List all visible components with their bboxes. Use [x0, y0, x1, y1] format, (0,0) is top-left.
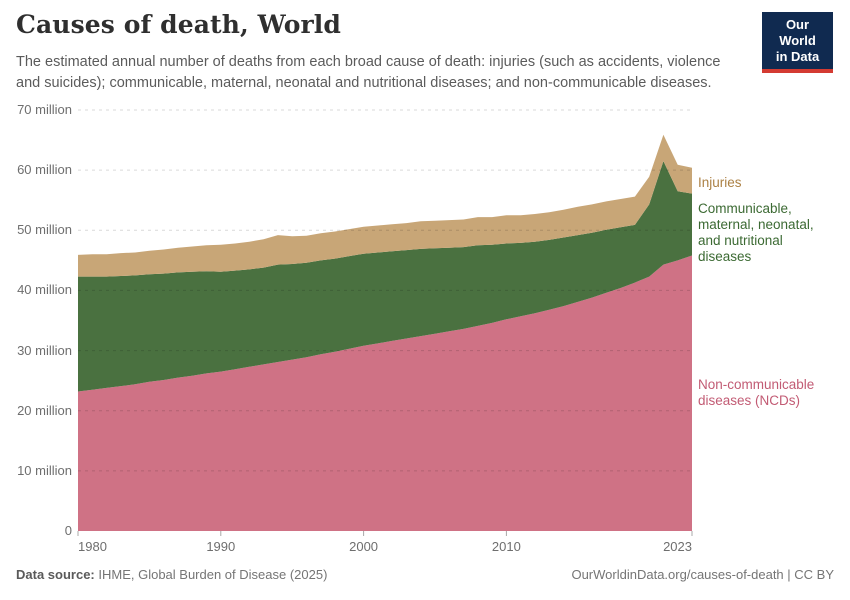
y-tick-label-50: 50 million — [17, 222, 72, 238]
data-source-prefix: Data source: — [16, 567, 95, 582]
area-ncd[interactable] — [78, 255, 692, 532]
x-tick-label-2023: 2023 — [663, 539, 692, 554]
series-label-ncd: Non-communicable diseases (NCDs) — [698, 377, 815, 408]
y-tick-label-40: 40 million — [17, 282, 72, 298]
owid-logo[interactable]: Our World in Data — [762, 12, 833, 73]
x-tick-label-1990: 1990 — [206, 539, 236, 554]
data-source-text: IHME, Global Burden of Disease (2025) — [94, 567, 328, 582]
area-cmnn[interactable] — [78, 161, 692, 392]
footer-link[interactable]: OurWorldinData.org/causes-of-death | CC … — [571, 567, 834, 582]
chart-footer: Data source: IHME, Global Burden of Dise… — [16, 567, 834, 582]
x-tick-label-1980: 1980 — [78, 539, 107, 554]
y-tick-label-10: 10 million — [17, 462, 72, 478]
y-tick-label-60: 60 million — [17, 162, 72, 178]
logo-line-2: in Data — [775, 48, 820, 64]
y-tick-label-70: 70 million — [17, 102, 72, 117]
x-tick-label-2000: 2000 — [349, 539, 379, 554]
series-label-cmnn: Communicable, maternal, neonatal, and nu… — [698, 201, 814, 264]
page-title: Causes of death, World — [16, 10, 341, 39]
y-tick-label-30: 30 million — [17, 342, 72, 358]
logo-line-1: Our World — [779, 17, 816, 48]
x-tick-label-2010: 2010 — [491, 539, 521, 554]
y-tick-label-0: 0 — [64, 523, 72, 538]
series-label-injuries: Injuries — [698, 175, 742, 190]
y-tick-label-20: 20 million — [17, 402, 72, 418]
area-injuries[interactable] — [78, 134, 692, 277]
chart-subtitle: The estimated annual number of deaths fr… — [16, 54, 721, 92]
data-source: Data source: IHME, Global Burden of Dise… — [16, 567, 327, 582]
